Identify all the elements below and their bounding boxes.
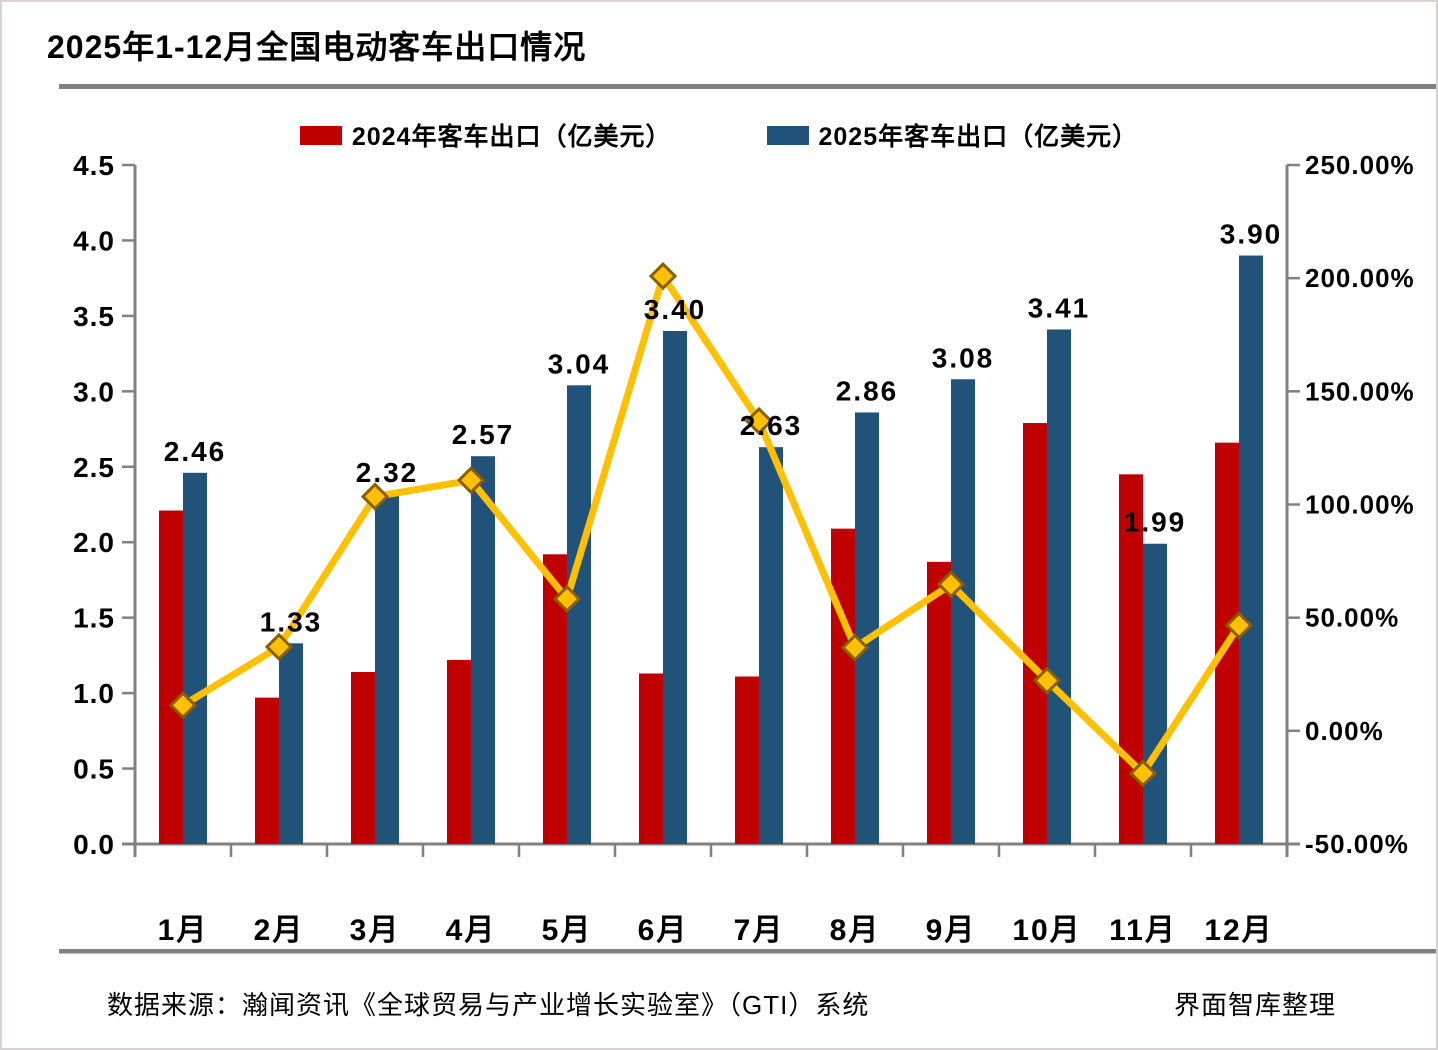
- chart-title: 2025年1-12月全国电动客车出口情况: [47, 29, 587, 65]
- bar-2025-9月: [951, 379, 975, 844]
- bar-2025-6月: [663, 330, 687, 844]
- month-label-8月: 8月: [830, 914, 881, 947]
- month-label-9月: 9月: [926, 914, 977, 947]
- data-label-12月: 3.90: [1220, 219, 1283, 250]
- month-label-2月: 2月: [254, 914, 305, 947]
- bar-2024-1月: [159, 510, 183, 844]
- bar-2025-8月: [855, 412, 879, 844]
- bar-2025-10月: [1047, 329, 1071, 845]
- bar-2024-10月: [1023, 423, 1047, 844]
- month-label-1月: 1月: [158, 914, 209, 947]
- month-label-4月: 4月: [446, 914, 497, 947]
- bar-2024-4月: [447, 659, 471, 844]
- legend-label-2024: 2024年客车出口（亿美元）: [351, 123, 672, 151]
- growth-marker-4月: [456, 466, 486, 495]
- data-label-3月: 2.32: [356, 457, 419, 488]
- month-label-10月: 10月: [1012, 914, 1081, 947]
- legend-label-2025: 2025年客车出口（亿美元）: [818, 123, 1139, 151]
- legend: 2024年客车出口（亿美元） 2025年客车出口（亿美元）: [2, 117, 1436, 153]
- growth-marker-1月: [168, 691, 198, 720]
- title-divider: [59, 84, 1436, 89]
- growth-marker-10月: [1032, 666, 1062, 695]
- bar-2025-7月: [759, 447, 783, 844]
- left-axis-tick-label: 0.5: [73, 754, 115, 785]
- growth-marker-12月: [1224, 611, 1254, 640]
- data-label-4月: 2.57: [452, 419, 515, 450]
- growth-marker-6月: [648, 261, 678, 291]
- bar-2025-12月: [1239, 255, 1263, 845]
- bar-2025-4月: [471, 456, 495, 844]
- legend-item-2025: 2025年客车出口（亿美元）: [766, 117, 1139, 153]
- data-label-1月: 2.46: [164, 436, 227, 467]
- bottom-divider: [59, 949, 1436, 954]
- bar-2024-3月: [351, 671, 375, 844]
- data-label-9月: 3.08: [932, 342, 995, 373]
- growth-marker-2月: [264, 632, 294, 662]
- growth-marker-11月: [1128, 759, 1158, 788]
- left-axis-tick-label: 2.5: [73, 452, 115, 483]
- left-axis-tick-label: 4.5: [73, 150, 115, 181]
- legend-item-2024: 2024年客车出口（亿美元）: [299, 117, 672, 153]
- data-label-10月: 3.41: [1028, 292, 1091, 323]
- right-axis-tick-label: -50.00%: [1305, 829, 1409, 859]
- left-axis-tick-label: 4.0: [73, 225, 115, 256]
- left-axis-tick-label: 3.5: [73, 301, 115, 332]
- right-axis-tick-label: 200.00%: [1305, 263, 1415, 293]
- month-label-11月: 11月: [1109, 914, 1177, 947]
- data-label-7月: 2.63: [740, 410, 803, 441]
- left-axis-tick-label: 3.0: [73, 376, 115, 407]
- bar-2025-11月: [1143, 543, 1167, 844]
- data-label-8月: 2.86: [836, 375, 899, 406]
- right-axis-tick-label: 150.00%: [1305, 376, 1415, 406]
- bar-2024-7月: [735, 676, 759, 844]
- right-axis-tick-label: 100.00%: [1305, 490, 1415, 520]
- left-axis-tick-label: 2.0: [73, 527, 115, 558]
- bar-2025-5月: [567, 385, 591, 844]
- legend-swatch-2024: [299, 125, 342, 145]
- growth-marker-8月: [840, 633, 870, 662]
- legend-swatch-2025: [766, 125, 809, 145]
- source-row: 数据来源：瀚闻资讯《全球贸易与产业增长实验室》（GTI）系统 界面智库整理: [107, 985, 1336, 1022]
- right-axis-tick-label: 50.00%: [1305, 603, 1399, 633]
- compiler-text: 界面智库整理: [1173, 990, 1336, 1020]
- right-axis-tick-label: 0.00%: [1305, 716, 1384, 746]
- growth-marker-5月: [552, 584, 582, 614]
- month-label-7月: 7月: [734, 914, 785, 947]
- data-label-2月: 1.33: [260, 606, 323, 637]
- growth-marker-9月: [936, 570, 966, 599]
- month-label-5月: 5月: [542, 914, 593, 947]
- bar-2025-3月: [375, 493, 399, 844]
- data-source-text: 数据来源：瀚闻资讯《全球贸易与产业增长实验室》（GTI）系统: [107, 990, 870, 1020]
- growth-marker-7月: [744, 406, 774, 436]
- bar-2024-8月: [831, 528, 855, 844]
- bar-2025-1月: [183, 472, 207, 844]
- month-label-3月: 3月: [350, 914, 401, 947]
- bar-2024-2月: [255, 697, 279, 844]
- left-axis-tick-label: 1.0: [73, 678, 115, 709]
- bar-2024-6月: [639, 673, 663, 844]
- month-label-12月: 12月: [1204, 914, 1273, 947]
- bar-2025-2月: [279, 643, 303, 844]
- data-label-11月: 1.99: [1124, 507, 1187, 538]
- left-axis-tick-label: 0.0: [73, 829, 115, 860]
- data-label-6月: 3.40: [644, 294, 707, 325]
- bar-2024-9月: [927, 561, 951, 844]
- growth-line: [179, 272, 1243, 777]
- growth-marker-3月: [360, 482, 390, 511]
- left-axis-tick-label: 1.5: [73, 603, 115, 634]
- data-label-5月: 3.04: [548, 348, 611, 379]
- right-axis-tick-label: 250.00%: [1305, 150, 1415, 180]
- month-label-6月: 6月: [638, 914, 689, 947]
